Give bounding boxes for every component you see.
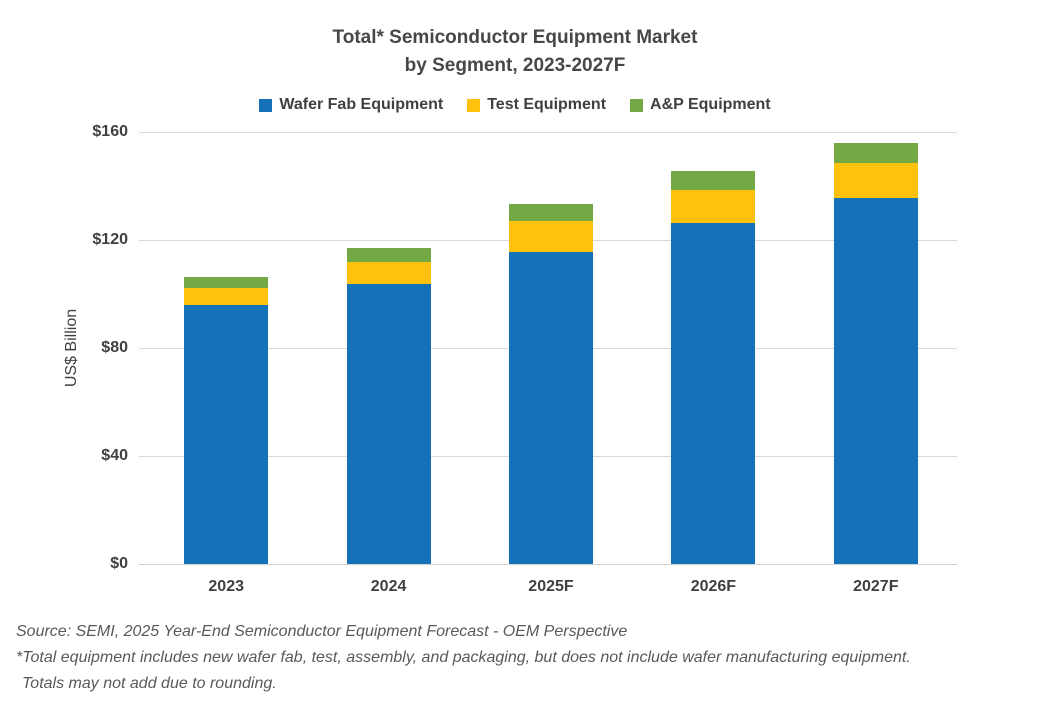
total-definition-note: *Total equipment includes new wafer fab,…	[16, 649, 911, 666]
legend-item-anp: A&P Equipment	[630, 96, 771, 114]
chart-legend: Wafer Fab Equipment Test Equipment A&P Equ…	[0, 96, 1030, 114]
bar-slot-2026F	[632, 171, 794, 564]
bar-segment-2025F-wafer-fab-equipment	[508, 251, 593, 564]
legend-swatch-icon	[259, 98, 273, 112]
bar-slot-2027F	[795, 143, 957, 564]
x-tick-label-2027F: 2027F	[853, 578, 899, 595]
y-tick-label-160: $160	[92, 123, 128, 140]
bar-segment-2026F-wafer-fab-equipment	[671, 223, 756, 564]
bar-slot-2023	[145, 276, 307, 564]
legend-label: Test Equipment	[487, 96, 607, 113]
bar-segment-2023-wafer-fab-equipment	[184, 305, 269, 564]
stacked-bar-2023	[184, 276, 269, 564]
stacked-bar-2025F	[508, 203, 593, 564]
legend-label: A&P Equipment	[650, 96, 771, 113]
legend-swatch-icon	[467, 98, 481, 112]
y-tick-label-80: $80	[101, 339, 128, 356]
chart-footer: Source: SEMI, 2025 Year-End Semiconducto…	[16, 619, 1036, 697]
bar-slot-2024	[307, 247, 469, 564]
bar-segment-2027F-wafer-fab-equipment	[833, 198, 918, 564]
rounding-note: Totals may not add due to rounding.	[22, 675, 277, 692]
x-tick-label-2026F: 2026F	[690, 578, 737, 595]
bar-segment-2023-test-equipment	[184, 288, 269, 306]
legend-item-test: Test Equipment	[467, 96, 606, 114]
plot-area: $0 $40 $80 $120 $160 2023 2024 2025F 2026F 2027F	[92, 123, 957, 595]
y-tick-label-120: $120	[92, 231, 128, 248]
gridline-160	[139, 132, 957, 133]
chart-title-line1: Total* Semiconductor Equipment Market	[332, 27, 698, 48]
bar-segment-2024-a-p-equipment	[346, 247, 431, 262]
x-tick-label-2025F: 2025F	[528, 578, 574, 595]
y-tick-label-0: $0	[110, 555, 128, 572]
bar-segment-2025F-test-equipment	[508, 220, 593, 252]
bar-segment-2023-a-p-equipment	[184, 276, 269, 289]
chart-title: Total* Semiconductor Equipment Market by…	[0, 24, 1030, 80]
x-tick-label-2024: 2024	[370, 578, 407, 595]
legend-item-wafer-fab: Wafer Fab Equipment	[259, 96, 443, 114]
stacked-bar-2026F	[671, 171, 756, 564]
legend-label: Wafer Fab Equipment	[279, 96, 444, 113]
bar-segment-2024-wafer-fab-equipment	[346, 283, 431, 564]
bar-slot-2025F	[470, 203, 632, 564]
bar-segment-2024-test-equipment	[346, 261, 431, 284]
gridline-0	[139, 564, 957, 565]
bar-segment-2027F-a-p-equipment	[833, 143, 918, 163]
stacked-bar-2024	[346, 247, 431, 564]
bar-segment-2027F-test-equipment	[833, 162, 918, 199]
chart-title-line2: by Segment, 2023-2027F	[404, 55, 626, 76]
legend-swatch-icon	[630, 98, 644, 112]
x-tick-label-2023: 2023	[208, 578, 244, 595]
bar-segment-2026F-a-p-equipment	[671, 171, 756, 191]
bar-segment-2026F-test-equipment	[671, 190, 756, 224]
source-note: Source: SEMI, 2025 Year-End Semiconducto…	[16, 623, 628, 640]
stacked-bar-2027F	[833, 143, 918, 564]
y-tick-label-40: $40	[101, 447, 128, 464]
bar-segment-2025F-a-p-equipment	[508, 203, 593, 221]
